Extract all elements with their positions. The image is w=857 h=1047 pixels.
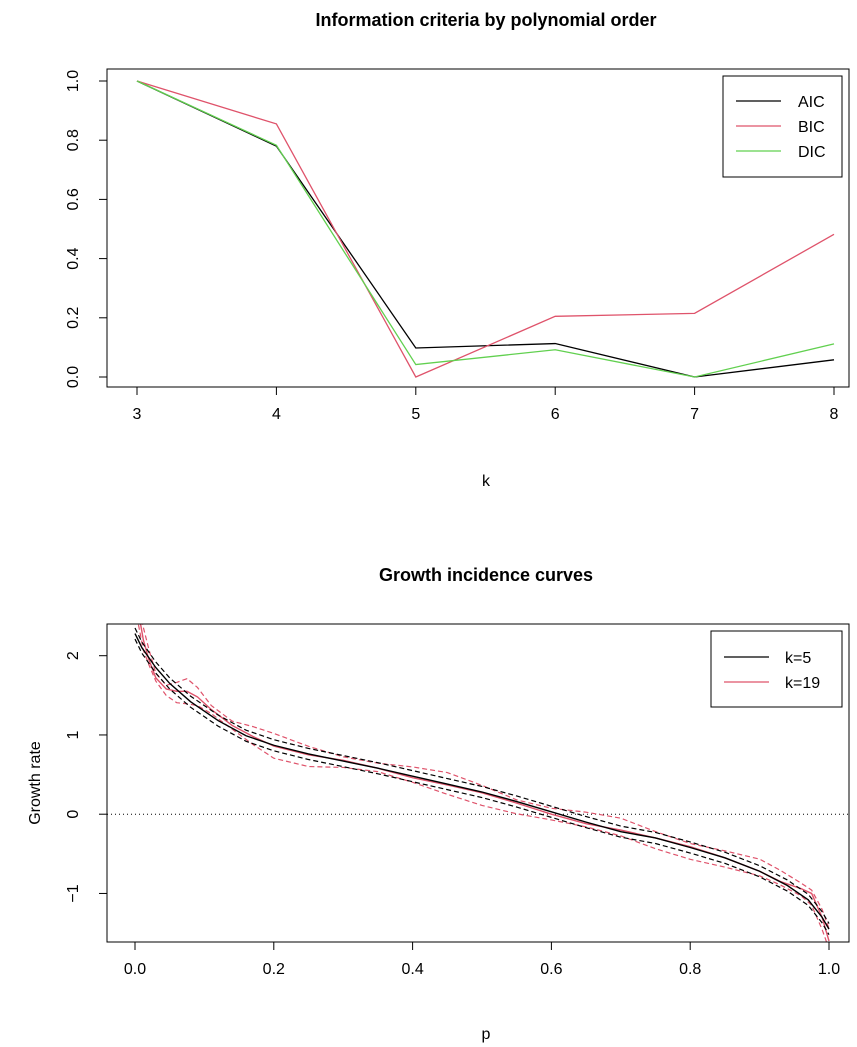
x-tick-label: 0.2 (263, 961, 285, 978)
x-tick-label: 4 (272, 406, 281, 423)
legend-box (710, 630, 843, 708)
chart-1-y-axis: 0.0 0.2 0.4 0.6 0.8 1.0 (65, 70, 108, 388)
y-tick-label: 0.6 (65, 188, 82, 210)
chart-2-x-axis: 0.0 0.2 0.4 0.6 0.8 1.0 (124, 941, 840, 978)
ci-lower-k5 (134, 638, 830, 935)
ci-upper-k5 (134, 627, 830, 924)
chart-2-y-label: Growth rate (27, 741, 44, 825)
y-tick-label: 0.0 (65, 366, 82, 388)
x-tick-label: 0.0 (124, 961, 146, 978)
x-tick-label: 3 (133, 406, 142, 423)
x-tick-label: 7 (690, 406, 699, 423)
y-tick-label: 0.4 (65, 247, 82, 269)
chart-2-x-label: p (482, 1026, 491, 1043)
x-tick-label: 0.4 (401, 961, 423, 978)
x-tick-label: 6 (551, 406, 560, 423)
y-tick-label: 0 (65, 810, 82, 819)
x-tick-label: 8 (830, 406, 839, 423)
series-line-bic (136, 80, 835, 378)
chart-1-plot-area (136, 80, 835, 378)
chart-2-y-axis: −1 0 1 2 (65, 651, 108, 903)
legend-label: AIC (798, 94, 825, 111)
y-tick-label: 1.0 (65, 70, 82, 92)
x-tick-label: 1.0 (818, 961, 840, 978)
series-line-dic (136, 80, 835, 378)
ci-lower-k19 (137, 624, 828, 942)
legend-label: DIC (798, 144, 826, 161)
x-tick-label: 0.6 (540, 961, 562, 978)
chart-1-legend: AIC BIC DIC (722, 75, 843, 178)
chart-2-title: Growth incidence curves (379, 565, 593, 585)
y-tick-label: 1 (65, 730, 82, 739)
chart-1-title: Information criteria by polynomial order (315, 10, 656, 30)
x-tick-label: 0.8 (679, 961, 701, 978)
y-tick-label: 0.2 (65, 307, 82, 329)
y-tick-label: 0.8 (65, 129, 82, 151)
ci-upper-k19 (142, 624, 830, 929)
legend-label: k=5 (785, 650, 811, 667)
chart-1-x-axis: 3 4 5 6 7 8 (133, 386, 839, 423)
legend-label: BIC (798, 119, 825, 136)
chart-2-plot-area (107, 624, 849, 942)
chart-2-legend: k=5 k=19 (710, 630, 843, 708)
series-line-k5 (134, 633, 830, 930)
series-line-aic (136, 80, 835, 378)
legend-label: k=19 (785, 675, 820, 692)
y-tick-label: −1 (65, 884, 82, 902)
chart-ic-panel: Information criteria by polynomial order… (65, 10, 850, 490)
y-tick-label: 2 (65, 651, 82, 660)
chart-1-x-label: k (482, 473, 491, 490)
chart-gic-panel: Growth incidence curves 0.0 0.2 0.4 0.6 0.8 1… (27, 565, 850, 1043)
x-tick-label: 5 (411, 406, 420, 423)
